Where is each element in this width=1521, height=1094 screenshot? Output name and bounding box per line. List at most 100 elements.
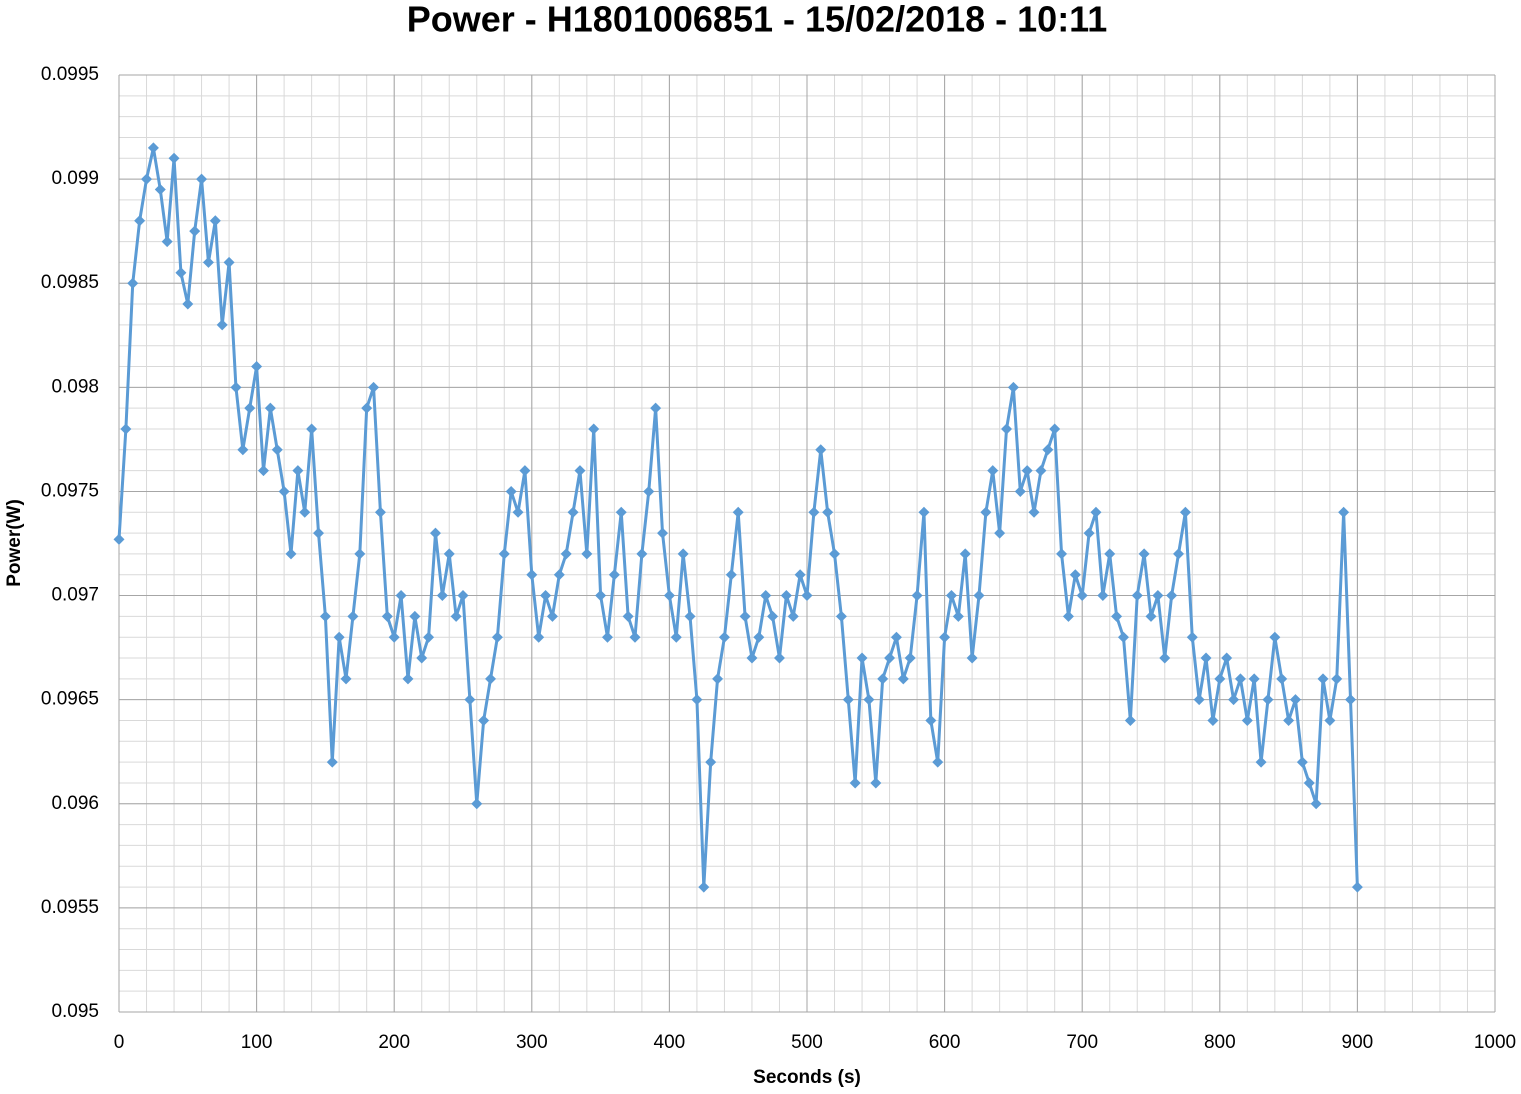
data-point <box>1152 590 1164 602</box>
chart-title: Power - H1801006851 - 15/02/2018 - 10:11 <box>407 0 1108 40</box>
data-point <box>175 267 187 279</box>
data-point <box>1138 548 1150 560</box>
data-point <box>718 631 730 643</box>
data-point <box>663 590 675 602</box>
data-point <box>1207 714 1219 726</box>
data-point <box>196 173 208 185</box>
data-point <box>987 465 999 477</box>
data-point <box>794 569 806 581</box>
data-point <box>615 506 627 518</box>
data-point <box>374 506 386 518</box>
data-point <box>705 756 717 768</box>
data-point <box>849 777 861 789</box>
data-point <box>760 590 772 602</box>
data-point <box>1186 631 1198 643</box>
data-point <box>1076 590 1088 602</box>
data-point <box>636 548 648 560</box>
data-point <box>863 694 875 706</box>
data-point <box>1104 548 1116 560</box>
data-point <box>134 215 146 227</box>
data-point <box>904 652 916 664</box>
data-point <box>1262 694 1274 706</box>
data-point <box>959 548 971 560</box>
data-point <box>1303 777 1315 789</box>
data-point <box>347 610 359 622</box>
data-point <box>189 225 201 237</box>
data-point <box>1179 506 1191 518</box>
data-point <box>884 652 896 664</box>
data-point <box>1269 631 1281 643</box>
data-point <box>457 590 469 602</box>
data-point <box>925 714 937 726</box>
data-point <box>402 673 414 685</box>
data-point <box>670 631 682 643</box>
data-point <box>1111 610 1123 622</box>
data-point <box>753 631 765 643</box>
data-point <box>890 631 902 643</box>
data-point <box>1097 590 1109 602</box>
data-point <box>498 548 510 560</box>
data-point <box>1124 714 1136 726</box>
data-point <box>918 506 930 518</box>
data-point <box>519 465 531 477</box>
data-point <box>223 256 235 268</box>
x-tick-label: 700 <box>1066 1032 1098 1053</box>
data-point <box>299 506 311 518</box>
data-point <box>237 444 249 456</box>
data-point <box>698 881 710 893</box>
data-point <box>1117 631 1129 643</box>
data-point <box>1001 423 1013 435</box>
data-point <box>230 381 242 393</box>
data-point <box>1083 527 1095 539</box>
data-point <box>877 673 889 685</box>
y-tick-label: 0.0965 <box>41 689 99 710</box>
data-point <box>945 590 957 602</box>
y-tick-label: 0.0975 <box>41 480 99 501</box>
data-point <box>526 569 538 581</box>
data-point <box>450 610 462 622</box>
data-point <box>822 506 834 518</box>
data-point <box>1159 652 1171 664</box>
data-point <box>1289 694 1301 706</box>
data-point <box>712 673 724 685</box>
data-point <box>1324 714 1336 726</box>
data-point <box>835 610 847 622</box>
y-tick-label: 0.0955 <box>41 897 99 918</box>
data-point <box>533 631 545 643</box>
data-point <box>574 465 586 477</box>
data-point <box>1228 694 1240 706</box>
data-point <box>608 569 620 581</box>
data-point <box>829 548 841 560</box>
data-point <box>216 319 228 331</box>
data-point <box>1331 673 1343 685</box>
x-tick-label: 800 <box>1204 1032 1236 1053</box>
data-point <box>691 694 703 706</box>
x-tick-label: 100 <box>241 1032 273 1053</box>
data-point <box>773 652 785 664</box>
data-point <box>182 298 194 310</box>
data-point <box>808 506 820 518</box>
data-point <box>952 610 964 622</box>
data-point <box>939 631 951 643</box>
data-point <box>333 631 345 643</box>
data-point <box>340 673 352 685</box>
data-point <box>911 590 923 602</box>
data-point <box>416 652 428 664</box>
data-point <box>1131 590 1143 602</box>
data-point <box>1049 423 1061 435</box>
x-tick-label: 200 <box>378 1032 410 1053</box>
grid <box>118 74 1496 1013</box>
x-tick-label: 0 <box>114 1032 125 1053</box>
data-point <box>1062 610 1074 622</box>
data-point <box>1069 569 1081 581</box>
data-point <box>622 610 634 622</box>
data-point <box>677 548 689 560</box>
data-point <box>732 506 744 518</box>
y-tick-label: 0.099 <box>51 168 99 189</box>
data-point <box>409 610 421 622</box>
data-point <box>120 423 132 435</box>
data-point <box>1221 652 1233 664</box>
data-point <box>141 173 153 185</box>
y-tick-label: 0.097 <box>51 585 99 606</box>
